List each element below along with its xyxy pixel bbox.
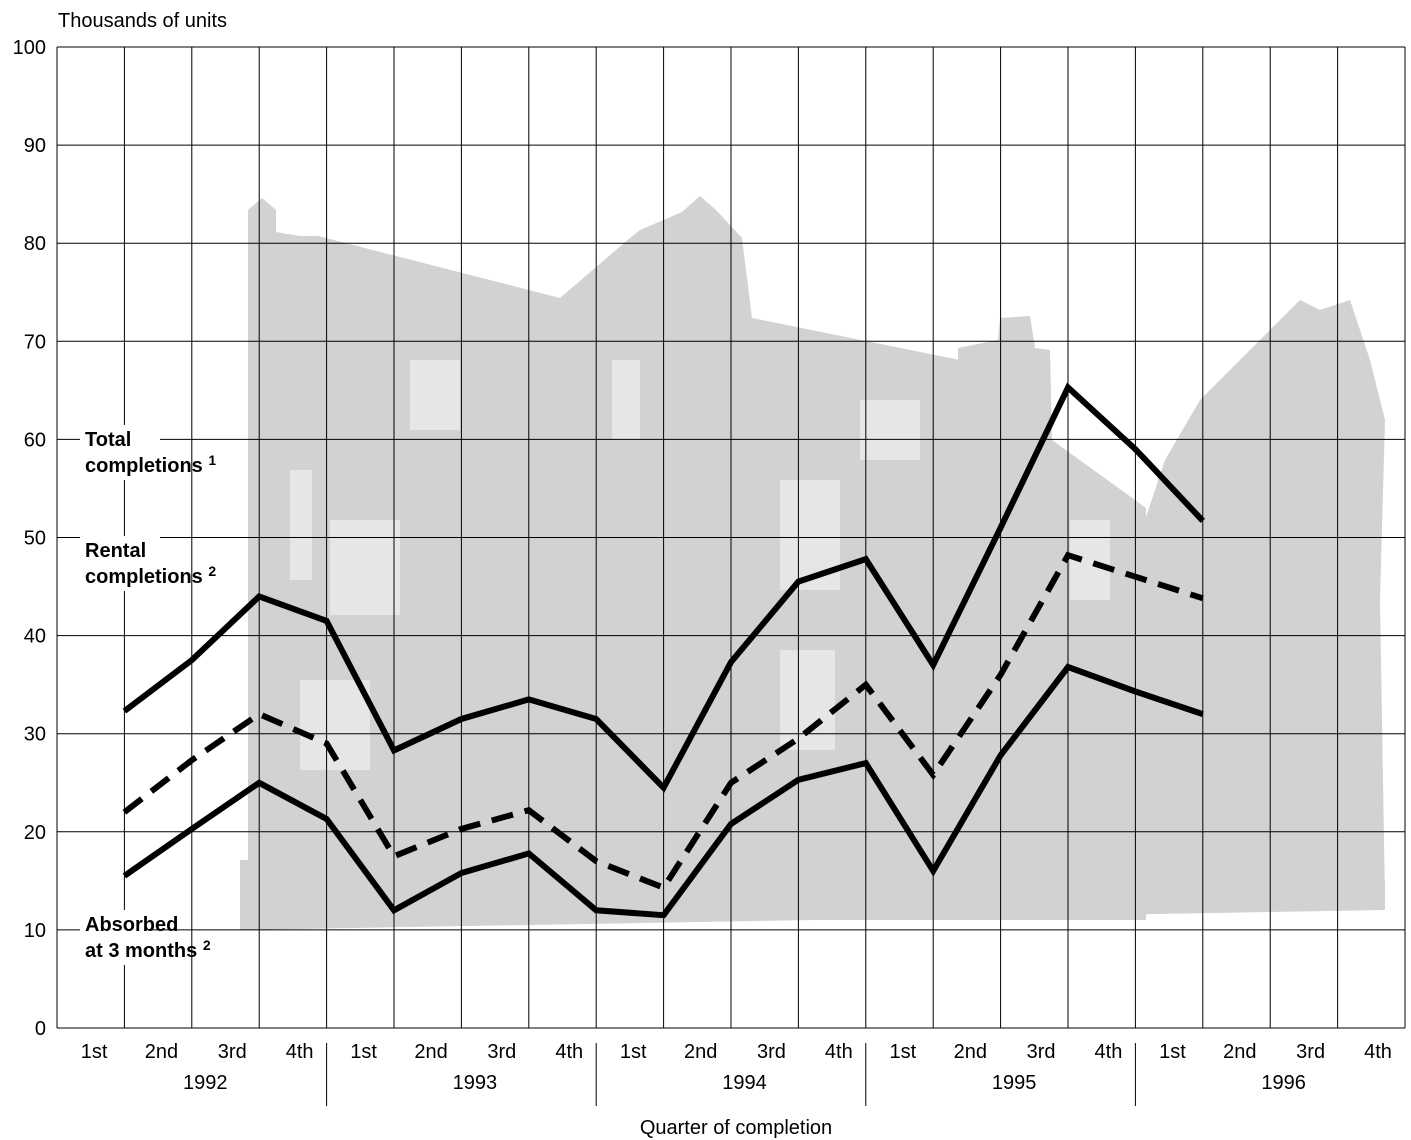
x-tick-quarter: 1st: [890, 1041, 917, 1063]
footnote-2b: 2: [203, 937, 211, 953]
y-tick-label: 100: [13, 37, 46, 59]
y-tick-label: 20: [24, 822, 46, 844]
label-absorbed-line2: at 3 months: [85, 940, 197, 962]
y-tick-label: 90: [24, 135, 46, 157]
y-tick-label: 30: [24, 724, 46, 746]
x-tick-quarter: 3rd: [757, 1041, 786, 1063]
y-axis-title: Thousands of units: [58, 10, 227, 32]
x-tick-quarter: 1st: [620, 1041, 647, 1063]
series-line-total-completions: [122, 382, 1205, 793]
x-tick-quarter: 3rd: [1027, 1041, 1056, 1063]
y-axis-ticks: 0 10 20 30 40 50 60 70 80 90 100: [13, 37, 46, 1040]
x-tick-quarter: 2nd: [414, 1041, 447, 1063]
y-tick-label: 0: [35, 1018, 46, 1040]
x-tick-year: 1993: [453, 1072, 498, 1094]
x-tick-quarter: 1st: [1159, 1041, 1186, 1063]
label-absorbed: Absorbed at 3 months 2: [80, 910, 211, 965]
y-tick-label: 70: [24, 331, 46, 353]
svg-text:completions 2: completions 2: [85, 563, 216, 588]
footnote-1: 1: [208, 452, 216, 468]
svg-text:completions 1: completions 1: [85, 452, 216, 477]
x-tick-quarter: 4th: [555, 1041, 583, 1063]
x-tick-quarter: 4th: [286, 1041, 314, 1063]
x-axis-ticks: 1st 2nd 3rd 4th 1992 1st 2nd 3rd 4th 1993 1st 2nd 3r…: [81, 1041, 1392, 1106]
svg-text:at 3 months 2: at 3 months 2: [85, 937, 211, 962]
label-total-completions: Total completions 1: [80, 425, 216, 480]
x-tick-quarter: 2nd: [684, 1041, 717, 1063]
background-illustration-details: [290, 360, 1110, 770]
grid: [56, 46, 1406, 1029]
svg-text:Total: Total: [85, 429, 131, 451]
x-tick-quarter: 4th: [1364, 1041, 1392, 1063]
y-tick-label: 50: [24, 528, 46, 550]
y-tick-label: 60: [24, 429, 46, 451]
svg-text:Rental: Rental: [85, 540, 146, 562]
footnote-2a: 2: [208, 563, 216, 579]
x-tick-quarter: 3rd: [487, 1041, 516, 1063]
x-tick-quarter: 3rd: [218, 1041, 247, 1063]
x-tick-year: 1995: [992, 1072, 1037, 1094]
x-tick-year: 1994: [722, 1072, 767, 1094]
y-tick-label: 10: [24, 920, 46, 942]
label-rental-line2: completions: [85, 566, 203, 588]
x-tick-quarter: 4th: [1095, 1041, 1123, 1063]
x-tick-quarter: 2nd: [1223, 1041, 1256, 1063]
label-total-line2: completions: [85, 455, 203, 477]
x-axis-title: Quarter of completion: [640, 1117, 832, 1139]
x-tick-quarter: 4th: [825, 1041, 853, 1063]
label-rental-completions: Rental completions 2: [80, 536, 216, 591]
x-tick-quarter: 1st: [350, 1041, 377, 1063]
series-lines: [122, 382, 1205, 919]
series-line-absorbed-at-3-months: [122, 663, 1204, 919]
series-line-rental-completions: [122, 551, 1204, 892]
svg-text:Absorbed: Absorbed: [85, 914, 178, 936]
y-tick-label: 80: [24, 233, 46, 255]
x-tick-quarter: 3rd: [1296, 1041, 1325, 1063]
x-tick-year: 1996: [1261, 1072, 1306, 1094]
x-tick-quarter: 1st: [81, 1041, 108, 1063]
x-tick-year: 1992: [183, 1072, 228, 1094]
y-tick-label: 40: [24, 626, 46, 648]
x-tick-quarter: 2nd: [145, 1041, 178, 1063]
x-tick-quarter: 2nd: [954, 1041, 987, 1063]
